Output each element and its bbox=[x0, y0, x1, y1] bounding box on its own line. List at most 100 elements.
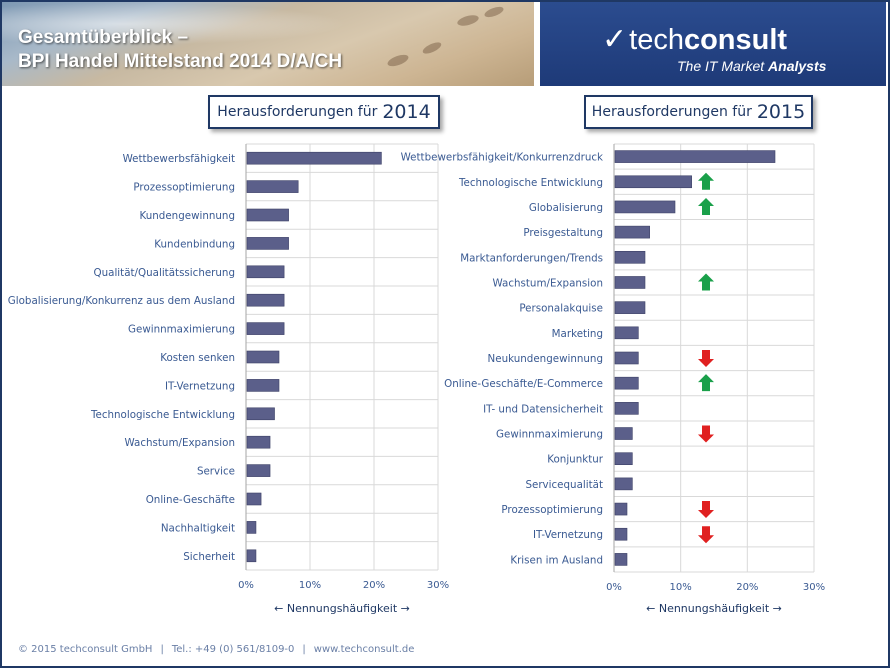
bar-2014 bbox=[246, 322, 285, 335]
bar-2015 bbox=[614, 402, 639, 415]
bar-2014 bbox=[246, 350, 280, 364]
bar-2015 bbox=[614, 225, 650, 239]
tick-label-2015: 30% bbox=[803, 582, 825, 593]
trend-up-arrow-icon bbox=[698, 273, 714, 291]
category-label-2014: Technologische Entwicklung bbox=[90, 409, 235, 421]
bar-2015 bbox=[614, 276, 646, 289]
bar-2015 bbox=[614, 301, 646, 314]
trend-up-arrow-icon bbox=[698, 172, 714, 190]
beach-banner: Gesamtüberblick – BPI Handel Mittelstand… bbox=[2, 2, 534, 86]
bar-2014 bbox=[246, 464, 271, 477]
chart-title-2014-year: 2014 bbox=[382, 101, 431, 123]
category-label-2015: Wettbewerbsfähigkeit/Konkurrenzdruck bbox=[401, 152, 603, 164]
tagline-plain: The IT Market bbox=[677, 58, 765, 74]
trend-up-arrow-icon bbox=[698, 374, 714, 392]
bar-2015 bbox=[614, 427, 633, 440]
category-label-2014: Nachhaltigkeit bbox=[161, 522, 235, 534]
bar-2015 bbox=[614, 175, 692, 189]
page-title: Gesamtüberblick – BPI Handel Mittelstand… bbox=[18, 26, 342, 74]
bar-2015 bbox=[614, 250, 646, 264]
bar-2015 bbox=[614, 150, 776, 163]
category-label-2015: Marketing bbox=[552, 328, 603, 340]
category-label-2014: Kundengewinnung bbox=[140, 210, 235, 222]
tick-label-2015: 10% bbox=[670, 582, 692, 593]
category-label-2014: Online-Geschäfte bbox=[146, 494, 235, 506]
category-label-2015: Gewinnmaximierung bbox=[496, 429, 603, 441]
category-label-2014: Prozessoptimierung bbox=[133, 182, 235, 194]
bar-2014 bbox=[246, 521, 257, 534]
chart-title-2014-text: Herausforderungen für bbox=[217, 104, 378, 120]
trend-up-arrow-icon bbox=[698, 197, 714, 215]
category-label-2015: Prozessoptimierung bbox=[501, 504, 603, 516]
category-label-2014: Wachstum/Expansion bbox=[125, 437, 235, 449]
bar-2015 bbox=[614, 452, 633, 466]
tick-label-2015: 20% bbox=[736, 582, 758, 593]
logo-tagline: The IT Market Analysts bbox=[677, 58, 826, 74]
bar-2014 bbox=[246, 293, 285, 307]
bar-2014 bbox=[246, 237, 289, 250]
bar-2015 bbox=[614, 351, 639, 365]
bar-2015 bbox=[614, 376, 639, 390]
trend-down-arrow-icon bbox=[698, 526, 714, 544]
category-label-2014: Kosten senken bbox=[160, 352, 235, 364]
bar-2014 bbox=[246, 208, 289, 222]
footer-copyright: © 2015 techconsult GmbH bbox=[18, 644, 153, 655]
chart-title-2015: Herausforderungen für 2015 bbox=[584, 95, 813, 129]
category-label-2015: IT- und Datensicherheit bbox=[483, 403, 603, 415]
tick-label-2014: 30% bbox=[427, 580, 449, 591]
chart-title-2014: Herausforderungen für 2014 bbox=[208, 95, 440, 129]
techconsult-logo: ✓techconsult bbox=[602, 22, 787, 57]
category-label-2014: Gewinnmaximierung bbox=[128, 324, 235, 336]
category-label-2015: Preisgestaltung bbox=[523, 227, 603, 239]
bar-2014 bbox=[246, 549, 257, 563]
x-axis-label-2015: ← Nennungshäufigkeit → bbox=[646, 602, 782, 615]
category-label-2014: IT-Vernetzung bbox=[165, 380, 235, 392]
bar-2014 bbox=[246, 435, 271, 449]
footer-phone: Tel.: +49 (0) 561/8109-0 bbox=[171, 644, 295, 655]
bar-2015 bbox=[614, 200, 676, 214]
bar-2014 bbox=[246, 180, 299, 193]
bar-2015 bbox=[614, 527, 628, 541]
category-label-2015: Technologische Entwicklung bbox=[458, 177, 603, 189]
page-title-line2: BPI Handel Mittelstand 2014 D/A/CH bbox=[18, 51, 343, 72]
bar-2014 bbox=[246, 379, 280, 392]
logo-suffix: consult bbox=[683, 24, 788, 56]
category-label-2015: Wachstum/Expansion bbox=[493, 277, 603, 289]
category-label-2014: Kundenbindung bbox=[154, 238, 235, 250]
category-label-2015: Neukundengewinnung bbox=[488, 353, 603, 365]
category-label-2015: Krisen im Ausland bbox=[510, 554, 603, 566]
bar-2014 bbox=[246, 407, 275, 421]
chart-title-2015-text: Herausforderungen für bbox=[591, 104, 752, 120]
tick-label-2014: 20% bbox=[363, 580, 385, 591]
bar-2015 bbox=[614, 502, 628, 516]
category-label-2015: IT-Vernetzung bbox=[533, 529, 603, 541]
bar-2015 bbox=[614, 553, 628, 566]
tick-label-2014: 0% bbox=[238, 580, 254, 591]
logo-prefix: tech bbox=[629, 24, 684, 56]
category-label-2015: Globalisierung bbox=[529, 202, 603, 214]
category-label-2014: Wettbewerbsfähigkeit bbox=[123, 153, 235, 165]
footer: © 2015 techconsult GmbH | Tel.: +49 (0) 56… bbox=[18, 644, 415, 655]
chart-title-2015-year: 2015 bbox=[756, 101, 806, 123]
trend-down-arrow-icon bbox=[698, 425, 714, 443]
category-label-2015: Marktanforderungen/Trends bbox=[460, 252, 603, 264]
footer-website[interactable]: www.techconsult.de bbox=[313, 644, 415, 655]
category-label-2014: Sicherheit bbox=[183, 551, 235, 563]
tagline-bold: Analysts bbox=[768, 58, 827, 74]
category-label-2015: Personalakquise bbox=[519, 303, 603, 315]
bar-2015 bbox=[614, 326, 639, 340]
logo-banner: ✓techconsult The IT Market Analysts bbox=[540, 2, 886, 86]
trend-down-arrow-icon bbox=[698, 350, 714, 367]
banner-foam bbox=[2, 2, 534, 86]
category-label-2014: Globalisierung/Konkurrenz aus dem Auslan… bbox=[8, 295, 235, 307]
checkmark-icon: ✓ bbox=[602, 23, 628, 56]
category-label-2015: Servicequalität bbox=[525, 479, 603, 491]
category-label-2015: Online-Geschäfte/E-Commerce bbox=[444, 378, 603, 390]
category-label-2014: Service bbox=[197, 466, 235, 478]
x-axis-label-2014: ← Nennungshäufigkeit → bbox=[274, 602, 410, 615]
bar-2014 bbox=[246, 265, 285, 279]
tick-label-2015: 0% bbox=[606, 582, 622, 593]
trend-down-arrow-icon bbox=[698, 501, 714, 519]
